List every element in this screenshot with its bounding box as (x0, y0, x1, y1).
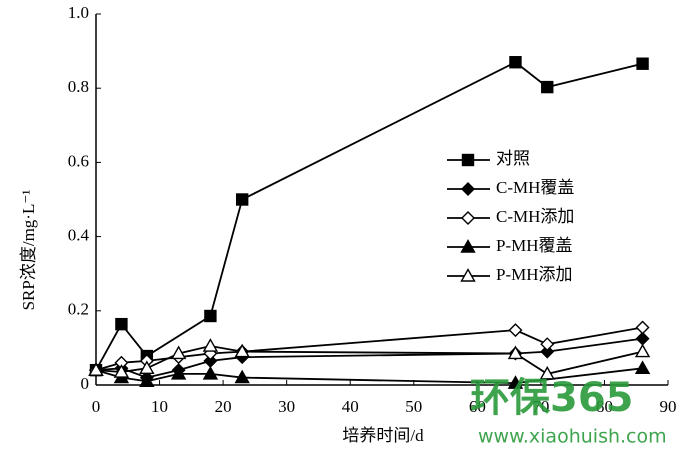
legend-label: P-MH添加 (496, 265, 573, 284)
x-tick-label: 60 (469, 397, 486, 416)
y-tick-label: 0.2 (68, 300, 89, 319)
marker (540, 337, 555, 352)
marker (509, 56, 522, 69)
x-tick-label: 10 (151, 397, 168, 416)
marker (170, 345, 187, 360)
x-tick-label: 70 (532, 397, 549, 416)
marker (540, 344, 555, 359)
marker (113, 364, 130, 378)
y-tick-label: 0.4 (68, 226, 90, 245)
marker (139, 373, 155, 387)
x-tick-label: 90 (660, 397, 677, 416)
marker (202, 338, 219, 352)
y-tick-label: 0.8 (68, 77, 89, 96)
watermark-brand: 环保365 (470, 375, 634, 421)
y-axis-label: SRP浓度/mg·L⁻¹ (19, 190, 38, 311)
marker (634, 360, 651, 375)
x-tick-label: 30 (278, 397, 295, 416)
legend-marker (461, 182, 475, 196)
marker (541, 80, 554, 94)
marker (635, 320, 650, 335)
marker (170, 365, 187, 380)
marker (539, 365, 555, 380)
marker (234, 343, 250, 358)
x-tick-label: 40 (342, 397, 359, 416)
y-tick-label: 0 (81, 374, 90, 393)
watermark-url: www.xiaohuish.com (478, 426, 667, 448)
marker (507, 345, 524, 360)
y-tick-label: 0.6 (68, 151, 89, 170)
marker (634, 343, 651, 358)
marker (139, 360, 155, 375)
legend-label: P-MH覆盖 (496, 236, 573, 255)
x-tick-label: 80 (596, 397, 613, 416)
marker (636, 57, 649, 70)
x-tick-label: 50 (405, 397, 422, 416)
x-axis-label: 培养时间/d (342, 426, 424, 445)
x-tick-label: 0 (92, 397, 101, 416)
marker (88, 362, 104, 376)
marker (202, 365, 219, 380)
marker (507, 375, 524, 389)
y-tick-label: 1.0 (68, 3, 89, 22)
legend-label: C-MH添加 (496, 207, 574, 226)
x-tick-label: 20 (215, 397, 232, 416)
legend-label: 对照 (496, 149, 530, 168)
marker (508, 323, 523, 338)
marker (115, 317, 128, 331)
legend-marker (461, 211, 475, 225)
legend-label: C-MH覆盖 (496, 178, 574, 197)
marker (204, 309, 217, 323)
marker (234, 369, 250, 384)
legend-marker (460, 239, 476, 253)
legend-marker (460, 268, 476, 282)
marker (235, 193, 249, 206)
legend-marker (461, 153, 475, 167)
